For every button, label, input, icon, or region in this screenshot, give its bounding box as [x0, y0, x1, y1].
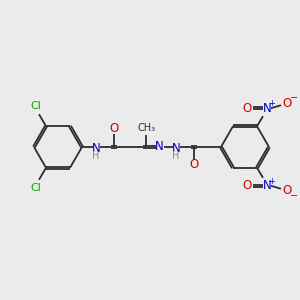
Text: O: O: [110, 122, 118, 136]
Text: +: +: [268, 99, 275, 108]
Text: −: −: [290, 191, 298, 201]
Text: N: N: [92, 142, 100, 154]
Text: −: −: [290, 93, 298, 103]
Text: Cl: Cl: [31, 183, 41, 193]
Text: CH₃: CH₃: [138, 123, 156, 133]
Text: N: N: [172, 142, 180, 154]
Text: N: N: [154, 140, 164, 154]
Text: +: +: [268, 177, 275, 186]
Text: H: H: [172, 151, 180, 161]
Text: N: N: [262, 102, 272, 115]
Text: H: H: [92, 151, 100, 161]
Text: O: O: [282, 184, 292, 197]
Text: O: O: [242, 179, 252, 192]
Text: Cl: Cl: [31, 101, 41, 111]
Text: O: O: [189, 158, 199, 172]
Text: O: O: [282, 97, 292, 110]
Text: N: N: [262, 179, 272, 192]
Text: O: O: [242, 102, 252, 115]
